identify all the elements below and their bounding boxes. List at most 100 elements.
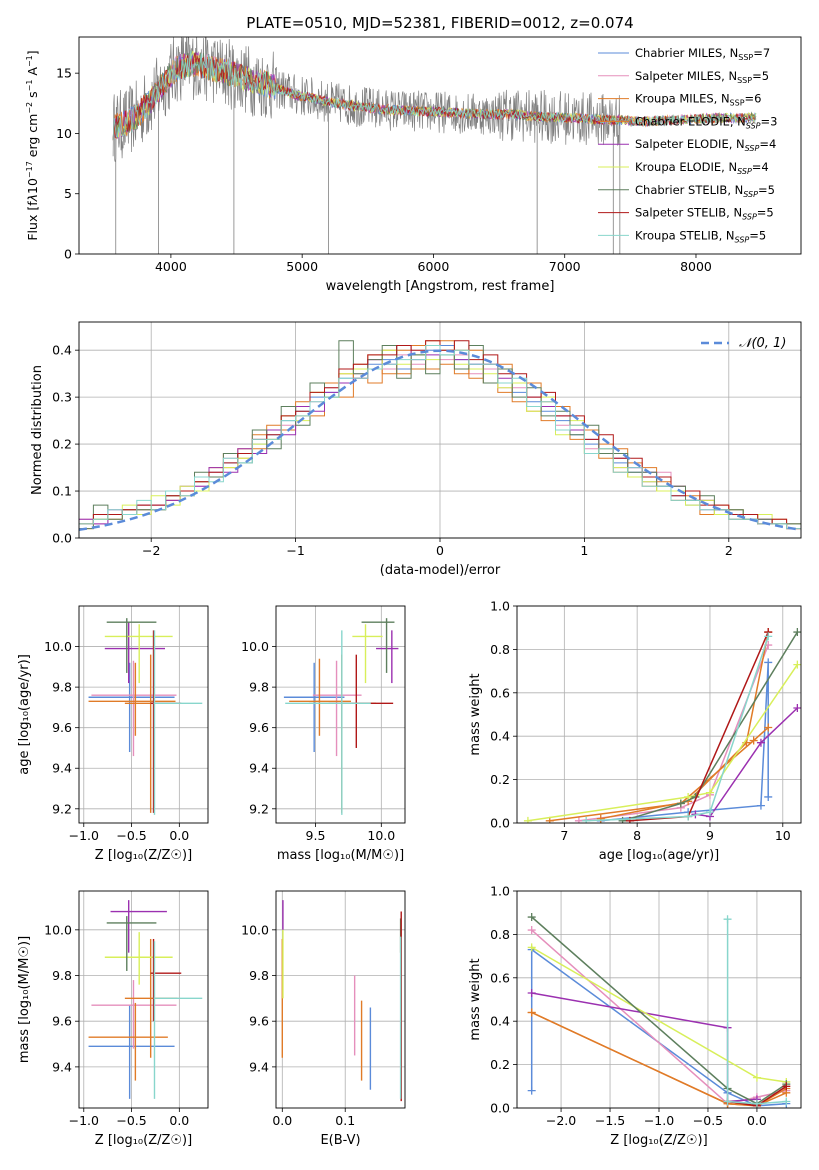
x-tick-label: 5000 (286, 259, 318, 274)
weight-marker (793, 660, 801, 669)
x-tick-label: −1 (286, 543, 304, 558)
plot-area (523, 628, 801, 823)
y-tick-label: 0.4 (490, 729, 510, 744)
weight-marker (527, 988, 536, 997)
panel-spectrum: 4000 5000 6000 7000 8000 0 5 10 15 wavelength [An… (25, 36, 802, 294)
legend-label: Chabrier STELIB, NSSP=5 (635, 183, 775, 199)
y-tick-label: 0.1 (52, 484, 72, 499)
y-tick-label: 0.6 (490, 970, 510, 985)
y-tick-label: 0.4 (490, 1014, 510, 1029)
normal-curve (79, 349, 801, 532)
panel-weight_vs_Z: −2.0 −1.5 −1.0 −0.5 0.0 0.0 0.2 0.4 0.6 0.8 1.0 Z [… (468, 884, 802, 1148)
x-tick-label: 0.1 (335, 1113, 355, 1128)
y-axis-label: mass weight (468, 958, 483, 1040)
weight-marker (582, 816, 591, 823)
weight-marker (764, 792, 773, 801)
axes-frame (78, 36, 802, 255)
axes-frame (78, 890, 209, 1109)
model-line (112, 50, 757, 141)
x-tick-label: −1.0 (69, 828, 99, 843)
x-tick-label: −2 (142, 543, 160, 558)
y-tick-label: 1.0 (490, 884, 510, 899)
y-tick-label: 0.2 (490, 772, 510, 787)
weight-marker (756, 738, 765, 747)
x-axis-label: wavelength [Angstrom, rest frame] (326, 279, 555, 294)
plot-area (88, 900, 203, 1099)
panel-age_vs_mass: 9.5 10.0 9.2 9.4 9.6 9.8 10.0 mass [log₁₀(M/M☉)… (241, 605, 406, 863)
weight-marker (793, 628, 801, 637)
weight-marker (764, 632, 773, 641)
weight-marker (752, 1099, 761, 1108)
y-tick-label: 9.4 (249, 761, 269, 776)
axes-frame (275, 605, 406, 824)
x-tick-label: 0.0 (747, 1113, 767, 1128)
y-tick-label: 0 (64, 247, 72, 262)
y-axis-label: Flux [fλ10−17 erg cm−2 s−1 A−1] (25, 50, 40, 240)
x-axis-label: E(B-V) (320, 1133, 360, 1148)
weight-marker (684, 812, 693, 821)
y-tick-label: 0.0 (490, 816, 510, 831)
weight-marker (782, 1082, 791, 1091)
panel-weight_vs_age: 7 8 9 10 0.0 0.2 0.4 0.6 0.8 1.0 age [log₁₀(age/yr… (468, 599, 802, 863)
y-tick-label: 0.4 (52, 343, 72, 358)
y-tick-label: 0.6 (490, 685, 510, 700)
weight-marker (527, 926, 536, 935)
legend-label: Salpeter MILES, NSSP=5 (635, 69, 769, 85)
y-axis-label: mass [log₁₀(M/M☉)] (17, 936, 32, 1063)
data-spectrum (112, 37, 621, 162)
x-tick-label: 7 (560, 828, 568, 843)
axes-frame (516, 890, 802, 1109)
y-tick-label: 9.6 (249, 1014, 269, 1029)
x-tick-label: 0.0 (169, 1113, 189, 1128)
legend-label: Chabrier MILES, NSSP=7 (635, 46, 770, 62)
y-tick-label: 10 (56, 126, 72, 141)
weight-marker (527, 1086, 536, 1095)
x-tick-label: 0.0 (272, 1113, 292, 1128)
panel-mass_vs_Z: −1.0 −0.5 0.0 9.4 9.6 9.8 10.0 Z [log₁₀(Z/Z☉)] m… (17, 890, 209, 1148)
y-axis-label: mass weight (468, 673, 483, 755)
y-tick-label: 0.8 (490, 642, 510, 657)
x-tick-label: 8000 (680, 259, 712, 274)
axes-frame (516, 605, 802, 824)
x-axis-label: (data-model)/error (380, 563, 501, 578)
y-tick-label: 9.2 (249, 801, 269, 816)
weight-line (726, 919, 787, 1105)
weight-marker (676, 799, 685, 808)
x-tick-label: 4000 (155, 259, 187, 274)
weight-marker (596, 814, 605, 823)
x-tick-label: 0.0 (169, 828, 189, 843)
y-axis-label: age [log₁₀(age/yr)] (17, 654, 32, 775)
weight-marker (749, 736, 758, 745)
panel-mass_vs_EBV: 0.0 0.1 9.4 9.6 9.8 10.0 E(B-V) (241, 890, 406, 1148)
x-tick-label: −0.5 (116, 1113, 146, 1128)
weight-line (586, 636, 769, 822)
y-tick-label: 0.8 (490, 927, 510, 942)
y-tick-label: 9.6 (52, 1014, 72, 1029)
weight-marker (793, 703, 801, 712)
x-tick-label: −0.5 (693, 1113, 723, 1128)
x-tick-label: −1.0 (69, 1113, 99, 1128)
weight-marker (705, 808, 714, 817)
legend-label: 𝒩(0, 1) (739, 336, 786, 351)
plot-area (112, 37, 757, 254)
plot-area (527, 913, 791, 1108)
x-tick-label: 9 (706, 828, 714, 843)
y-tick-label: 9.4 (52, 761, 72, 776)
weight-line (531, 1011, 787, 1107)
y-tick-label: 9.4 (249, 1059, 269, 1074)
weight-line (531, 916, 787, 1105)
y-tick-label: 15 (56, 66, 72, 81)
x-tick-label: 0 (436, 543, 444, 558)
plot-area (281, 900, 402, 1102)
y-tick-label: 1.0 (490, 599, 510, 614)
x-axis-label: Z [log₁₀(Z/Z☉)] (610, 1133, 707, 1148)
y-tick-label: 0.0 (52, 531, 72, 546)
x-tick-label: 1 (580, 543, 588, 558)
weight-line (578, 644, 769, 822)
weight-marker (705, 788, 714, 797)
y-tick-label: 10.0 (241, 922, 269, 937)
x-tick-label: 2 (725, 543, 733, 558)
x-axis-label: mass [log₁₀(M/M☉)] (277, 848, 404, 863)
weight-marker (782, 1097, 791, 1106)
x-axis-label: Z [log₁₀(Z/Z☉)] (95, 1133, 192, 1148)
